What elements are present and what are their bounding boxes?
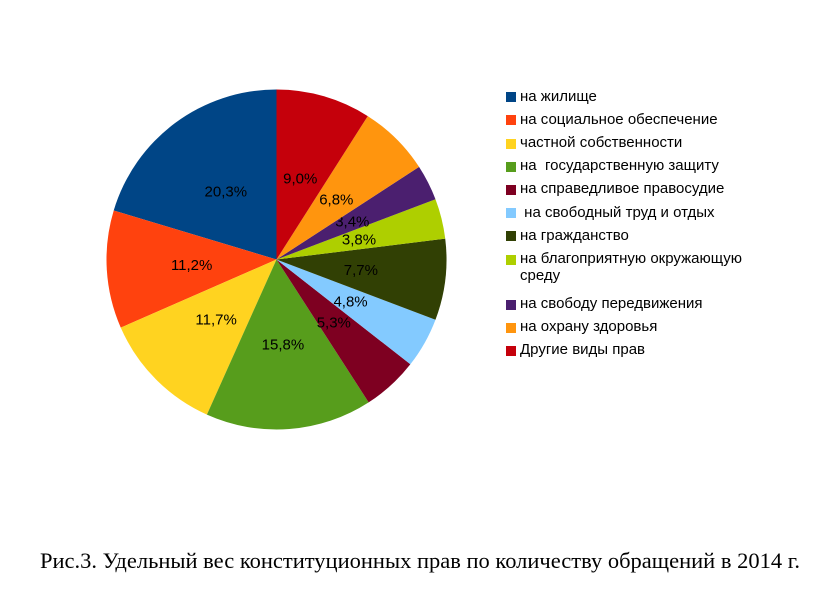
legend-item: на охрану здоровья [506, 315, 756, 338]
pie-slice [276, 259, 411, 403]
pie-slice-label: 9,0% [283, 170, 317, 187]
pie-slice [276, 238, 447, 320]
pie-slice-label: 4,8% [333, 294, 367, 311]
legend-item-label: на свободный труд и отдых [520, 203, 715, 221]
legend-item: на государственную защиту [506, 154, 756, 177]
legend-item-label: на жилище [520, 87, 597, 105]
legend-item-label: на свободу передвижения [520, 294, 703, 312]
legend-item-label: на социальное обеспечение [520, 110, 718, 128]
pie-slice-label: 3,4% [335, 213, 369, 230]
legend-item: на свободный труд и отдых [506, 201, 756, 224]
pie-slice [113, 89, 277, 260]
pie-slice-label: 3,8% [342, 232, 376, 249]
legend-item: Другие виды прав [506, 338, 756, 361]
legend-color-swatch [506, 138, 516, 149]
legend-item-label: Другие виды прав [520, 341, 646, 359]
legend-item: на свободу передвижения [506, 292, 756, 315]
legend-color-swatch [506, 231, 516, 242]
legend-item-label: на справедливое правосудие [520, 180, 725, 198]
legend-color-swatch [506, 184, 516, 195]
pie-slice-label: 20,3% [205, 184, 248, 201]
legend-item-label: на благоприятную окружающую среду [520, 249, 747, 285]
legend-item-label: на государственную защиту [520, 157, 719, 175]
legend-item: частной собственности [506, 131, 756, 154]
pie-slice-label: 11,7% [195, 312, 236, 329]
pie-slice-label: 7,7% [344, 262, 378, 279]
legend-color-swatch [506, 299, 516, 310]
legend-item: на жилище [506, 85, 756, 108]
pie-slice-label: 5,3% [317, 315, 351, 332]
pie-slice [120, 259, 277, 415]
pie-slice [276, 259, 436, 365]
legend-item-label: частной собственности [520, 133, 683, 151]
legend-color-swatch [506, 115, 516, 126]
legend-color-swatch [506, 161, 516, 172]
legend-item: на гражданство [506, 224, 756, 247]
legend-color-swatch [506, 254, 516, 265]
legend-item-label: на охрану здоровья [520, 318, 658, 336]
legend-color-swatch [506, 345, 516, 356]
figure-caption: Рис.3. Удельный вес конституционных прав… [39, 548, 801, 573]
legend-item: на социальное обеспечение [506, 108, 756, 131]
pie-slice [276, 116, 420, 260]
chart-legend: на жилище на социальное обеспечение частно… [506, 85, 756, 362]
pie-slice [276, 166, 436, 260]
pie-slice-label: 6,8% [319, 192, 353, 209]
pie-slice [276, 199, 446, 260]
pie-slice [106, 210, 277, 328]
legend-color-swatch [506, 92, 516, 103]
legend-color-swatch [506, 208, 516, 219]
legend-item-label: на гражданство [520, 226, 629, 244]
pie-slice-label: 15,8% [262, 337, 305, 354]
pie-slice [276, 89, 368, 260]
legend-item: на справедливое правосудие [506, 177, 756, 200]
pie-slice [206, 259, 369, 430]
legend-item: на благоприятную окружающую среду [506, 247, 756, 287]
pie-slice-label: 11,2% [171, 257, 212, 274]
legend-color-swatch [506, 322, 516, 333]
